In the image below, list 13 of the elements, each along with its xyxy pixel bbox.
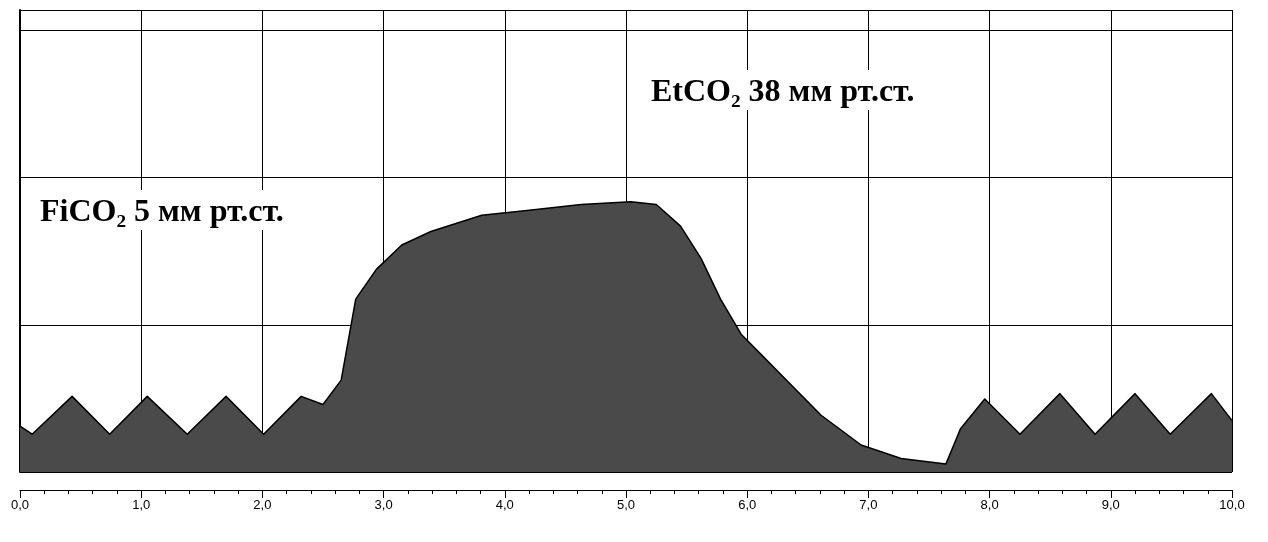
x-tick-label: 7,0 [859,497,878,512]
x-tick-label: 9,0 [1101,497,1120,512]
x-tick-label: 6,0 [738,497,757,512]
x-tick-label: 10,0 [1219,497,1245,512]
text: EtCO₂ 38 мм рт.ст. [651,72,915,108]
x-tick-label: 1,0 [132,497,151,512]
x-tick-label: 4,0 [495,497,514,512]
annotation: FiCO₂ 5 мм рт.ст. [40,192,284,228]
x-tick-label: 5,0 [616,497,636,512]
x-tick-label: 2,0 [253,497,272,512]
x-tick-label: 0,0 [10,497,30,512]
x-tick-label: 3,0 [374,497,393,512]
x-tick-label: 8,0 [980,497,999,512]
